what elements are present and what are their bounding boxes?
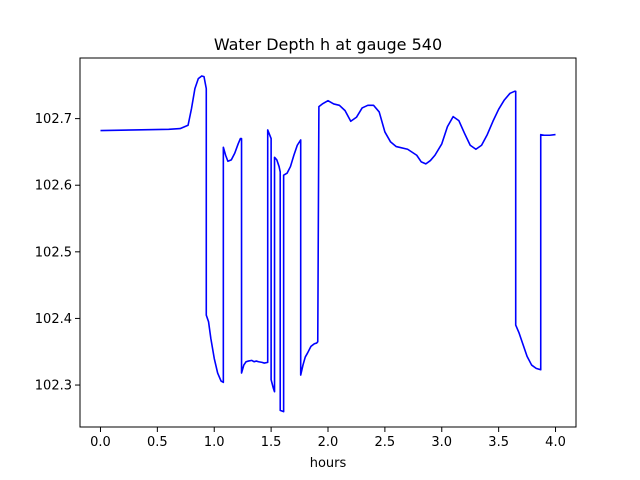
x-tick-label: 1.0 [204,435,225,450]
y-tick-label: 102.3 [35,379,72,394]
x-tick-label: 3.5 [488,435,509,450]
x-tick-label: 0.5 [147,435,168,450]
x-tick-label: 2.0 [318,435,339,450]
x-tick-label: 1.5 [261,435,282,450]
y-tick-label: 102.7 [35,112,72,127]
x-tick-label: 2.5 [375,435,396,450]
x-axis: 0.0 0.5 1.0 1.5 2.0 2.5 3.0 3.5 4.0 [90,427,566,450]
plot-area-frame [79,57,577,428]
y-tick-label: 102.4 [35,312,72,327]
chart-title: Water Depth h at gauge 540 [214,35,442,54]
y-tick-label: 102.6 [35,179,72,194]
x-axis-label: hours [310,456,347,471]
series-line-0 [100,75,556,413]
x-tick-label: 3.0 [431,435,452,450]
y-tick-label: 102.5 [35,245,72,260]
x-tick-label: 4.0 [545,435,566,450]
y-axis: 102.3 102.4 102.5 102.6 102.7 [35,112,80,394]
x-tick-label: 0.0 [90,435,111,450]
